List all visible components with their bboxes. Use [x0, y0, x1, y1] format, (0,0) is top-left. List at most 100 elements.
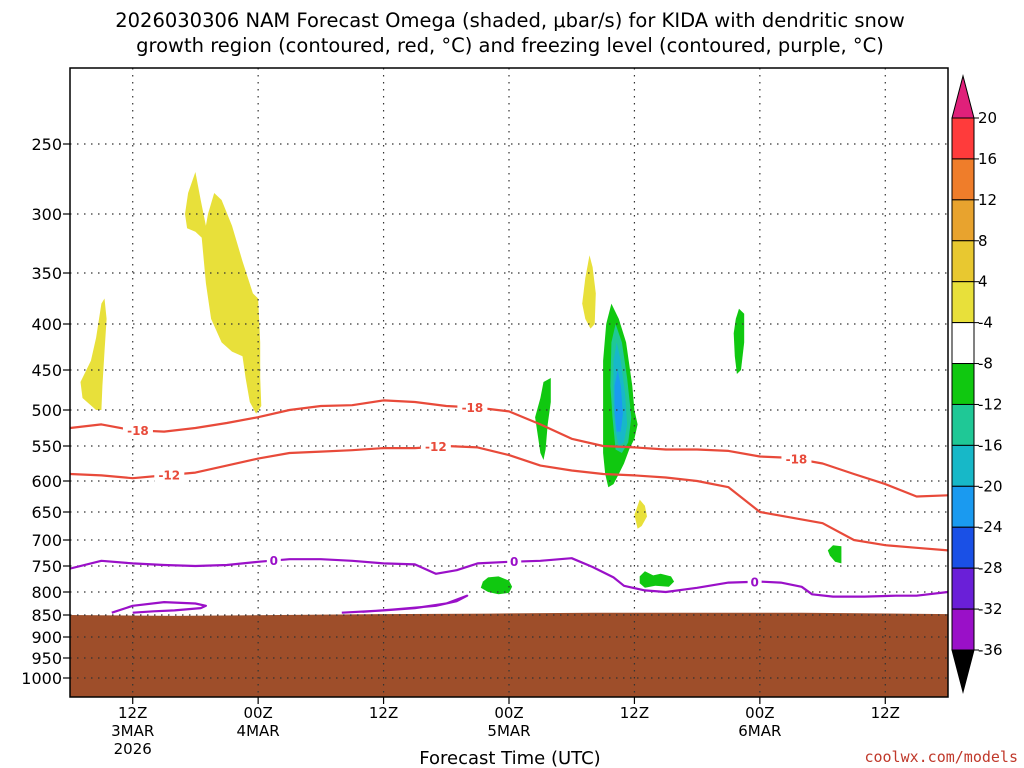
plot-frame — [69, 67, 949, 698]
colorbar-label-0: 20 — [978, 109, 997, 127]
colorbar-swatch-11 — [951, 567, 975, 610]
colorbar-label-10: -24 — [978, 518, 1003, 536]
x-tick-label-6: 12Z — [118, 704, 147, 722]
y-tick-label-1000: 1000 — [21, 669, 62, 688]
contour-label-2-2: 0 — [750, 575, 758, 589]
contour-label-bg-1-1 — [420, 438, 451, 455]
contour-label-bg-1-0 — [154, 466, 185, 483]
y-tick-label-450: 450 — [31, 361, 62, 380]
omega-shade-12 — [614, 370, 623, 432]
contour-label-2-0: 0 — [270, 554, 278, 568]
omega-shade-6 — [733, 308, 745, 374]
terrain-block — [70, 612, 948, 697]
omega-shade-8 — [639, 571, 675, 588]
colorbar-swatch-9 — [951, 485, 975, 528]
x-tick-sublabel-18: 4MAR — [237, 722, 280, 740]
y-tick-label-750: 750 — [31, 557, 62, 576]
x-tick-label-30: 12Z — [369, 704, 398, 722]
contour-label-bg-2-1 — [507, 553, 522, 570]
contour-label-bg-0-1 — [457, 399, 488, 416]
contour-label-1-0: -12 — [158, 468, 180, 482]
contour-label-bg-0-0 — [122, 422, 153, 439]
contour-label-2-1: 0 — [510, 555, 518, 569]
omega-shade-1 — [185, 172, 262, 414]
y-tick-label-600: 600 — [31, 472, 62, 491]
colorbar-label-2: 12 — [978, 191, 997, 209]
y-tick-label-550: 550 — [31, 437, 62, 456]
contour-label-bg-2-0 — [266, 552, 281, 569]
credit-label: coolwx.com/models — [864, 748, 1018, 766]
colorbar-label-3: 8 — [978, 232, 988, 250]
colorbar-swatch-10 — [951, 526, 975, 569]
gridlines — [70, 68, 948, 697]
omega-shade-4 — [535, 378, 551, 460]
colorbar-swatch-8 — [951, 444, 975, 487]
y-tick-label-500: 500 — [31, 401, 62, 420]
colorbar-swatch-7 — [951, 403, 975, 446]
y-tick-label-900: 900 — [31, 628, 62, 647]
contour-label-0-2: -18 — [786, 452, 808, 466]
contour-line-3 — [111, 601, 207, 614]
omega-shading-layer — [80, 172, 842, 595]
colorbar-swatch-0 — [951, 117, 975, 160]
chart-title-line-1: 2026030306 NAM Forecast Omega (shaded, μ… — [115, 9, 905, 32]
contour-layer: -18 -18 -18 -12 -12 0 0 0 — [70, 399, 948, 614]
chart-title-line-2: growth region (contoured, red, °C) and f… — [136, 34, 884, 57]
y-tick-label-300: 300 — [31, 205, 62, 224]
contour-line-2 — [70, 557, 948, 598]
colorbar-swatch-1 — [951, 158, 975, 201]
colorbar-label-7: -12 — [978, 395, 1003, 413]
y-tick-label-700: 700 — [31, 531, 62, 550]
y-tick-label-800: 800 — [31, 583, 62, 602]
colorbar-label-5: -4 — [978, 314, 993, 332]
omega-shade-0 — [80, 298, 107, 410]
colorbar-label-11: -28 — [978, 559, 1003, 577]
colorbar-label-6: -8 — [978, 355, 993, 373]
colorbar-swatch-5 — [951, 322, 975, 365]
contour-label-0-0: -18 — [127, 424, 149, 438]
y-tick-label-650: 650 — [31, 503, 62, 522]
x-axis-title: Forecast Time (UTC) — [419, 748, 600, 768]
contour-label-1-1: -12 — [425, 440, 447, 454]
omega-shade-7 — [480, 576, 513, 595]
colorbar-swatch-6 — [951, 363, 975, 405]
y-tick-label-350: 350 — [31, 264, 62, 283]
omega-shade-3 — [634, 499, 647, 529]
colorbar-swatch-12 — [951, 608, 975, 651]
colorbar-label-1: 16 — [978, 150, 997, 168]
colorbar-label-12: -32 — [978, 600, 1003, 618]
contour-label-0-1: -18 — [462, 401, 484, 415]
x-tick-label-18: 00Z — [243, 704, 272, 722]
y-tick-label-250: 250 — [31, 135, 62, 154]
x-tick-sublabel-6: 3MAR — [111, 722, 154, 740]
x-tick-label-66: 00Z — [745, 704, 774, 722]
contour-label-bg-2-2 — [747, 573, 762, 590]
x-tick-sublabel-42: 5MAR — [487, 722, 530, 740]
x-tick-label-54: 12Z — [620, 704, 649, 722]
colorbar-swatch-4 — [951, 281, 975, 324]
colorbar: 20 16 12 8 4 -4 -8 -12 -16 -20 -24 -28 -32 -36 — [951, 74, 1003, 694]
contour-line-1 — [70, 444, 948, 552]
omega-shade-2 — [582, 255, 596, 329]
x-tick-sublabel2-6: 2026 — [114, 740, 152, 758]
colorbar-label-9: -20 — [978, 477, 1003, 495]
colorbar-label-8: -16 — [978, 436, 1003, 454]
colorbar-swatch-3 — [951, 240, 975, 283]
contour-label-bg-0-2 — [781, 450, 812, 467]
y-tick-label-850: 850 — [31, 606, 62, 625]
colorbar-bottom-arrow — [951, 649, 975, 694]
x-tick-label-78: 12Z — [871, 704, 900, 722]
omega-shade-9 — [827, 545, 842, 564]
terrain-layer — [70, 612, 948, 697]
x-tick-sublabel-66: 6MAR — [738, 722, 781, 740]
colorbar-label-13: -36 — [978, 641, 1003, 659]
plot-area: -18 -18 -18 -12 -12 0 0 0 — [70, 68, 948, 697]
colorbar-swatch-2 — [951, 199, 975, 242]
y-tick-label-400: 400 — [31, 315, 62, 334]
y-tick-label-950: 950 — [31, 649, 62, 668]
contour-line-4 — [341, 594, 469, 614]
colorbar-label-4: 4 — [978, 273, 988, 291]
y-axis: 250 300 350 400 450 500 550 600 650 700 750 800 850 9… — [21, 135, 70, 688]
